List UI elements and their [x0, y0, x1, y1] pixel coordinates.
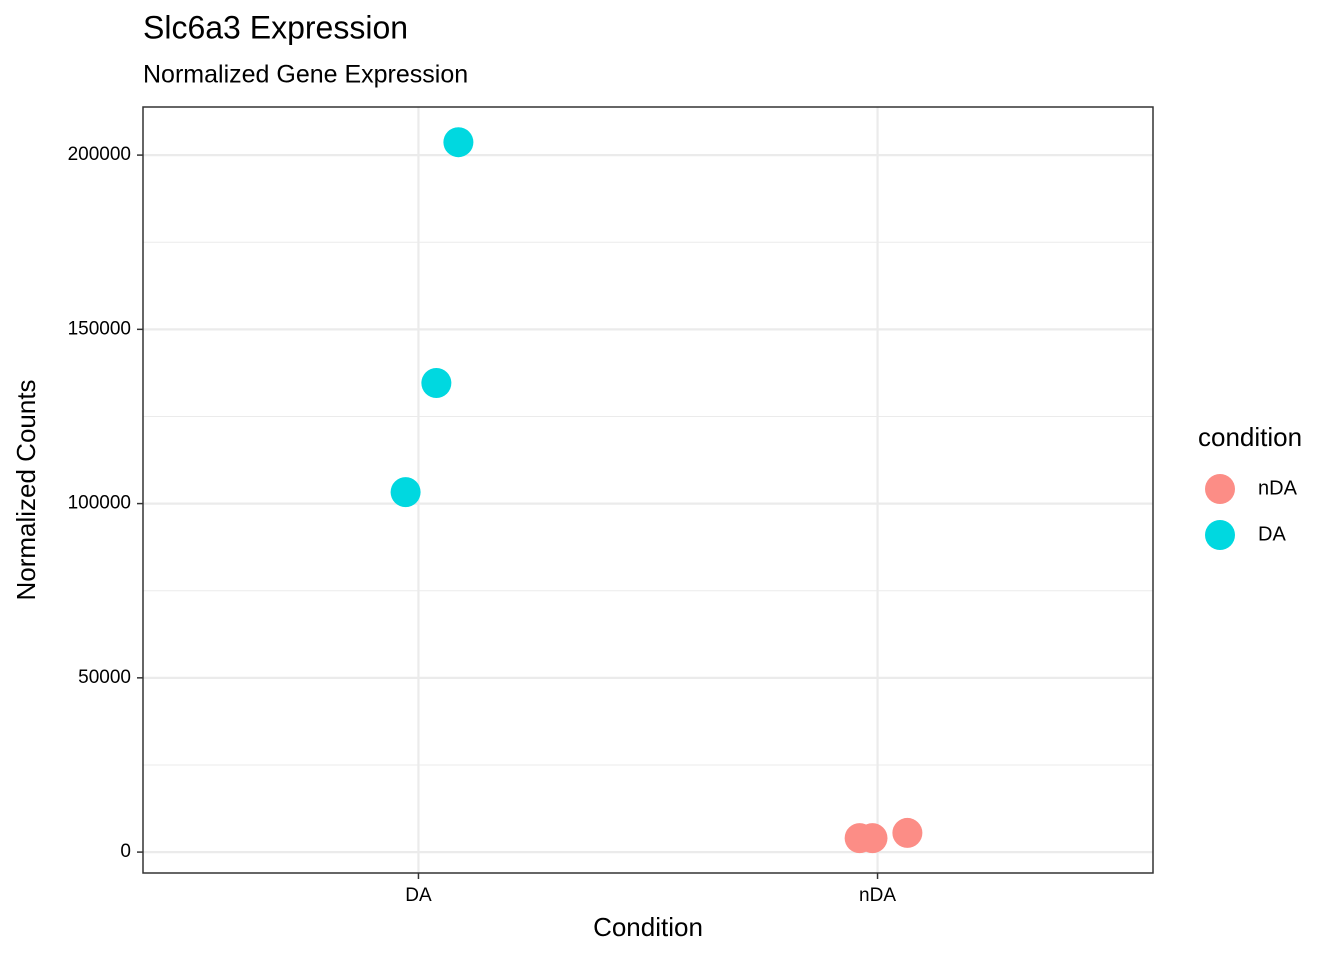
point: [390, 477, 421, 508]
x-axis-title: Condition: [593, 912, 703, 942]
legend-title: condition: [1198, 422, 1302, 452]
y-tick-label: 0: [120, 841, 131, 862]
x-tick-label: DA: [405, 885, 432, 906]
point: [443, 127, 474, 158]
y-axis-title: Normalized Counts: [11, 379, 41, 600]
legend-swatch: [1205, 474, 1235, 504]
y-tick-label: 100000: [68, 493, 131, 514]
point: [857, 823, 888, 854]
x-tick-label: nDA: [859, 885, 896, 906]
chart-subtitle: Normalized Gene Expression: [143, 61, 468, 89]
y-tick-label: 50000: [78, 667, 131, 688]
chart-title: Slc6a3 Expression: [143, 9, 408, 45]
y-tick-label: 200000: [68, 144, 131, 165]
plot-border: [142, 106, 1154, 874]
y-tick-label: 150000: [68, 318, 131, 339]
legend-swatch: [1205, 520, 1235, 550]
legend-label: DA: [1258, 523, 1286, 545]
point: [892, 817, 923, 848]
point: [421, 368, 452, 399]
legend-label: nDA: [1258, 477, 1298, 499]
